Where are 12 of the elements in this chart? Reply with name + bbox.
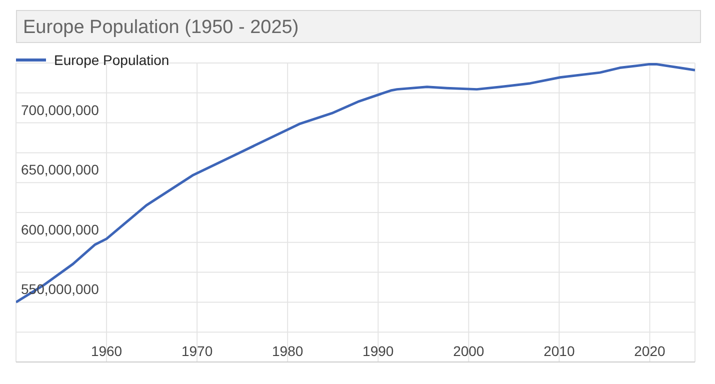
x-tick-label: 2020 (634, 343, 666, 359)
y-tick-label: 650,000,000 (21, 162, 100, 178)
y-tick-label: 600,000,000 (21, 221, 100, 238)
x-tick-label: 2000 (453, 343, 484, 359)
x-tick-label: 1990 (362, 343, 394, 359)
chart-title: Europe Population (1950 - 2025) (16, 10, 701, 43)
legend-label: Europe Population (54, 52, 170, 68)
x-tick-label: 2010 (544, 343, 575, 359)
x-tick-label: 1980 (272, 343, 304, 359)
y-tick-label: 700,000,000 (21, 102, 100, 118)
x-tick-label: 1970 (181, 343, 213, 359)
x-tick-label: 1960 (90, 343, 122, 359)
